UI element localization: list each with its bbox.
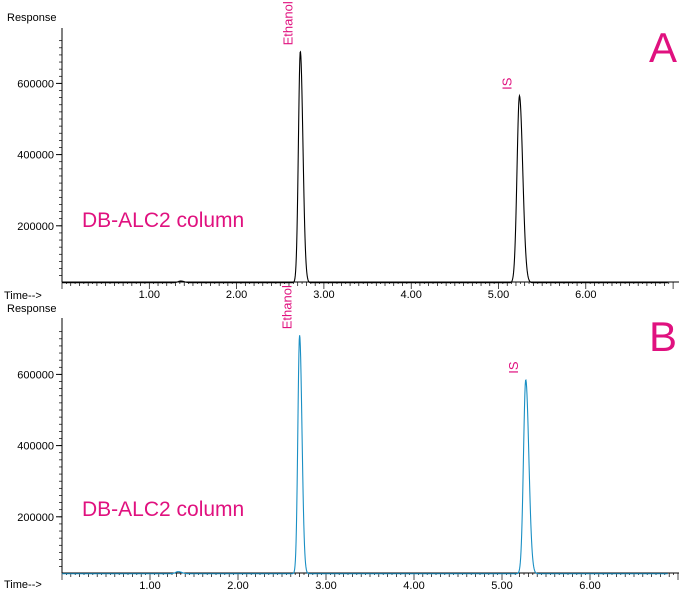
column-annotation: DB-ALC2 column bbox=[82, 209, 244, 232]
x-tick-label: 2.00 bbox=[226, 289, 247, 301]
peak-label-ethanol: Ethanol bbox=[280, 1, 295, 45]
y-tick-label: 400000 bbox=[17, 150, 54, 162]
y-tick-label: 400000 bbox=[17, 441, 54, 453]
x-tick-label: 3.00 bbox=[313, 289, 334, 301]
y-axis-title: Response bbox=[7, 12, 57, 24]
x-axis-title: Time--> bbox=[4, 290, 42, 302]
chart-panel-a: 200000 400000 600000 1.00 2.00 3.00 4.00 5.00 6.… bbox=[4, 1, 679, 302]
x-axis-title: Time--> bbox=[4, 579, 42, 591]
x-tick-label: 4.00 bbox=[403, 580, 424, 592]
chromatogram-trace bbox=[62, 50, 668, 284]
x-tick-label: 4.00 bbox=[400, 289, 421, 301]
x-tick-label: 5.00 bbox=[491, 580, 512, 592]
x-tick-label: 6.00 bbox=[575, 289, 596, 301]
x-tick-label: 6.00 bbox=[579, 580, 600, 592]
x-tick-label: 5.00 bbox=[488, 289, 509, 301]
peak-label-ethanol: Ethanol bbox=[280, 285, 295, 329]
chart-panel-b: 200000 400000 600000 1.00 2.00 3.00 4.00 5.00 6.… bbox=[4, 285, 679, 592]
chromatogram-trace bbox=[62, 335, 668, 575]
y-axis-title: Response bbox=[7, 303, 57, 315]
peak-label-is: IS bbox=[499, 77, 514, 90]
y-tick-label: 200000 bbox=[17, 512, 54, 524]
y-tick-label: 600000 bbox=[17, 369, 54, 381]
y-tick-label: 200000 bbox=[17, 221, 54, 233]
column-annotation: DB-ALC2 column bbox=[82, 498, 244, 521]
x-tick-label: 3.00 bbox=[315, 580, 336, 592]
peak-label-is: IS bbox=[506, 361, 521, 374]
y-tick-label: 600000 bbox=[17, 78, 54, 90]
panel-letter: A bbox=[649, 24, 677, 71]
x-tick-label: 1.00 bbox=[139, 289, 160, 301]
x-tick-label: 1.00 bbox=[139, 580, 160, 592]
panel-letter: B bbox=[649, 313, 677, 360]
x-tick-label: 2.00 bbox=[227, 580, 248, 592]
